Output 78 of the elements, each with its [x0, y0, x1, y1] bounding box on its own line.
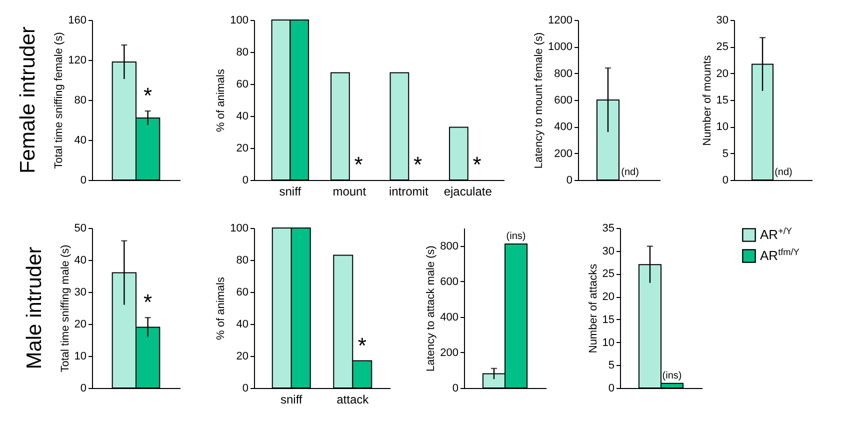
y-tick-label: 10: [716, 121, 728, 134]
legend-label: AR$^{tfm/Y}$: [760, 247, 800, 263]
y-tick-label: 30: [716, 14, 728, 26]
y-tick-label: 200: [440, 346, 458, 359]
y-tick-label: 20: [74, 318, 86, 330]
annotation: *: [144, 83, 153, 108]
y-tick-label: 600: [554, 94, 572, 106]
y-tick-label: 35: [602, 222, 614, 234]
y-tick-label: 5: [608, 360, 614, 372]
annotation: *: [472, 152, 482, 177]
annotation: *: [358, 332, 367, 358]
annotation: *: [144, 290, 153, 315]
y-tick-label: 800: [440, 240, 458, 252]
y-tick-label: 30: [74, 286, 86, 298]
x-tick-label: mount: [332, 184, 367, 198]
y-tick-label: 20: [236, 142, 248, 154]
y-tick-label: 0: [566, 174, 572, 186]
x-tick-label: attack: [336, 392, 370, 406]
y-axis-title: Total time sniffing male (s): [59, 244, 72, 372]
y-axis-title: Latency to mount female (s): [533, 32, 546, 169]
y-tick-label: 15: [602, 314, 614, 326]
y-tick-label: 0: [242, 382, 248, 394]
annotation: (nd): [621, 167, 639, 178]
y-tick-label: 80: [236, 46, 248, 58]
y-tick-label: 15: [716, 94, 728, 106]
x-tick-label: intromit: [388, 184, 429, 198]
y-tick-label: 0: [608, 382, 614, 394]
annotation: *: [354, 152, 364, 177]
y-tick-label: 40: [236, 318, 248, 330]
y-axis-title: % of animals: [215, 68, 228, 132]
y-tick-label: 30: [602, 245, 614, 258]
y-tick-label: 10: [602, 336, 614, 349]
annotation: (ins): [662, 370, 682, 382]
y-tick-label: 80: [74, 94, 86, 106]
x-tick-label: sniff: [280, 392, 303, 406]
y-tick-label: 160: [68, 14, 86, 26]
y-tick-label: 20: [716, 68, 728, 80]
y-tick-label: 60: [236, 286, 248, 298]
y-tick-label: 120: [68, 54, 86, 66]
x-tick-label: ejaculate: [444, 184, 492, 198]
y-tick-label: 400: [554, 121, 572, 134]
y-tick-label: 40: [74, 254, 86, 266]
y-tick-label: 0: [80, 382, 86, 394]
y-tick-label: 1000: [548, 41, 572, 54]
y-tick-label: 0: [80, 174, 86, 186]
y-axis-title: Total time sniffing female (s): [53, 32, 66, 169]
y-tick-label: 20: [236, 350, 248, 362]
y-tick-label: 100: [230, 222, 248, 234]
y-tick-label: 40: [74, 134, 86, 146]
y-tick-label: 50: [74, 222, 86, 234]
y-tick-label: 25: [716, 41, 728, 54]
y-tick-label: 800: [554, 68, 572, 80]
y-axis-title: Number of mounts: [701, 54, 714, 146]
y-tick-label: 0: [452, 382, 458, 394]
annotation: (nd): [774, 167, 792, 178]
text: Male intruder: [22, 246, 46, 370]
text: Female intruder: [16, 26, 40, 174]
y-tick-label: 40: [236, 110, 248, 122]
y-axis-title: Latency to attack male (s): [425, 246, 438, 372]
y-tick-label: 200: [554, 148, 572, 160]
y-tick-label: 1200: [548, 14, 572, 26]
y-tick-label: 60: [236, 78, 248, 90]
y-tick-label: 20: [602, 291, 614, 304]
y-tick-label: 400: [440, 311, 458, 324]
y-axis-title: % of animals: [215, 276, 228, 340]
y-tick-label: 0: [722, 174, 728, 186]
y-tick-label: 100: [230, 14, 248, 26]
y-tick-label: 5: [722, 148, 728, 160]
y-tick-label: 0: [242, 174, 248, 186]
y-axis-title: Number of attacks: [587, 263, 600, 354]
y-tick-label: 25: [602, 268, 614, 280]
legend-label: AR$^{+/Y}$: [760, 226, 792, 242]
annotation: (ins): [506, 231, 526, 242]
y-tick-label: 80: [236, 254, 248, 266]
y-tick-label: 10: [74, 350, 86, 362]
x-tick-label: sniff: [279, 184, 302, 198]
annotation: *: [414, 152, 423, 177]
y-tick-label: 600: [440, 276, 458, 288]
